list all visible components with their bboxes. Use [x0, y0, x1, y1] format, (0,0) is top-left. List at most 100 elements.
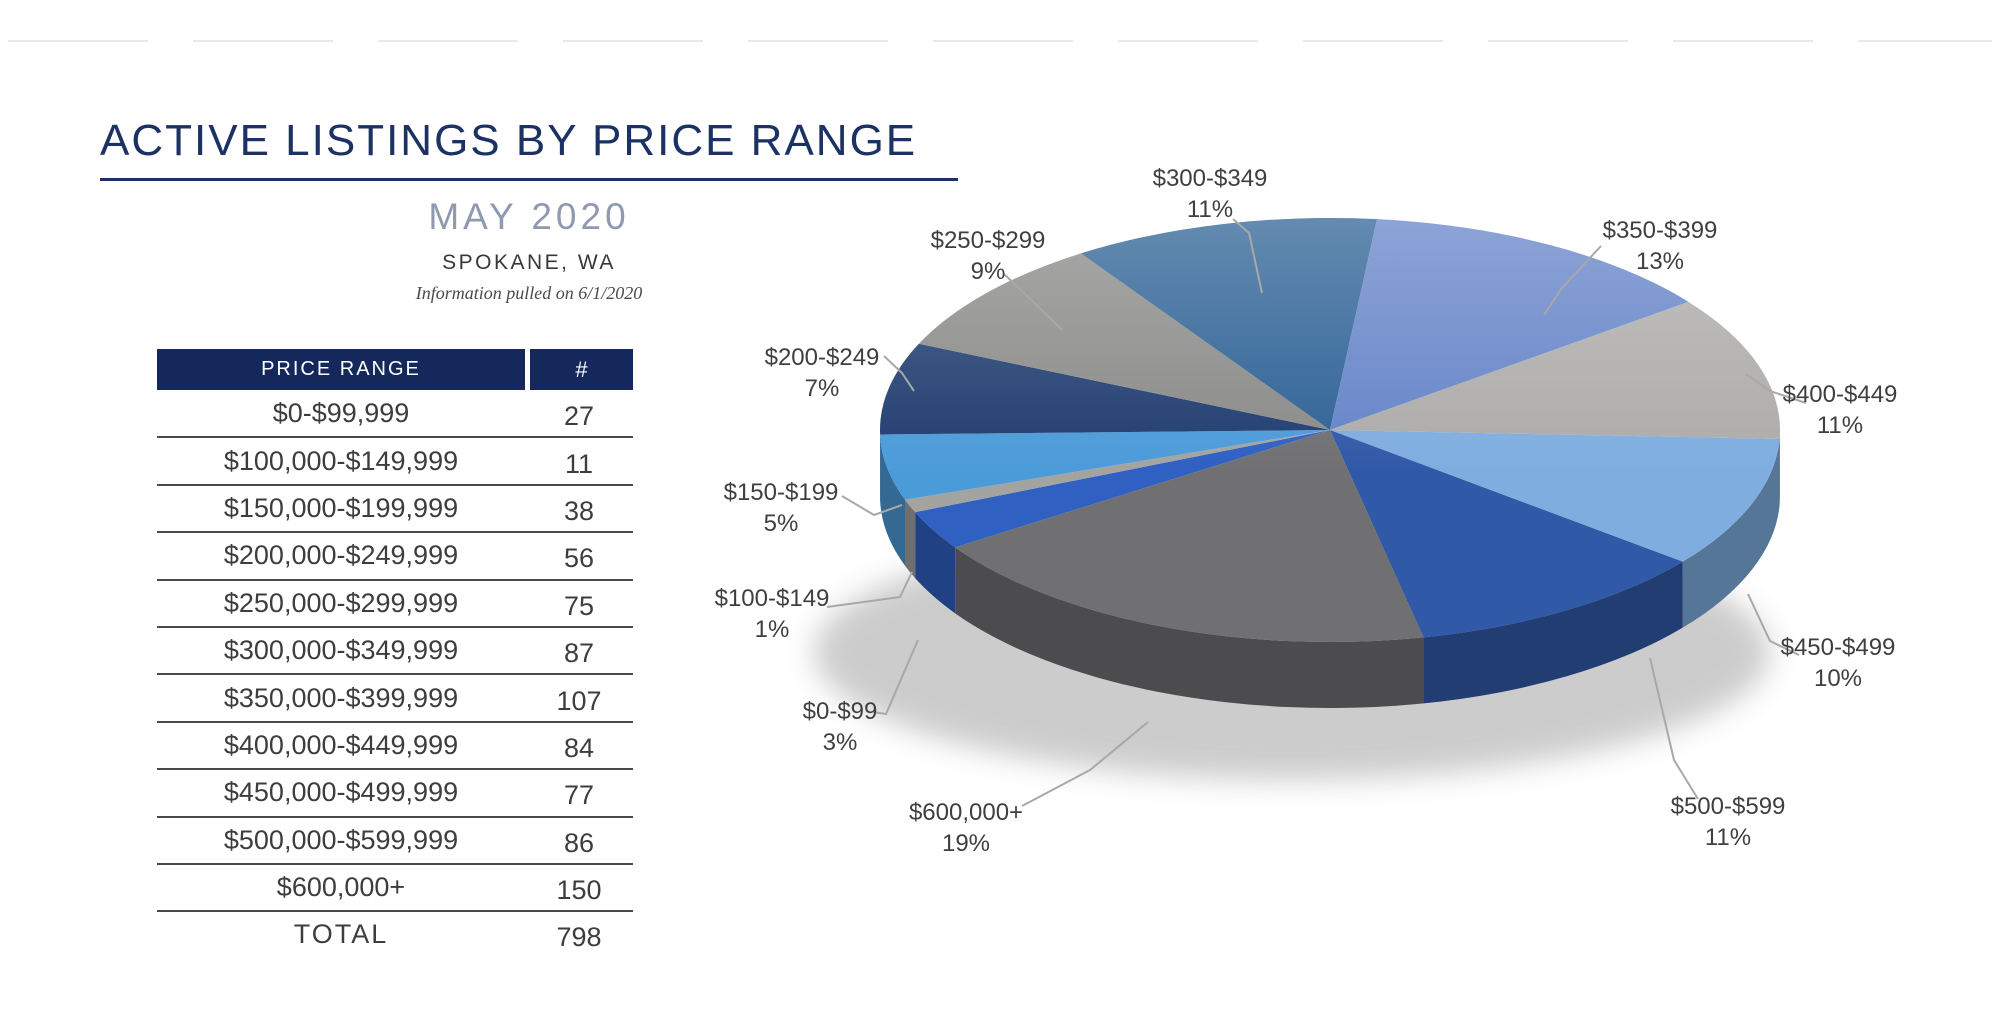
listings-table: PRICE RANGE # $0-$99,999 27 $100,000-$149,… — [157, 349, 633, 958]
price-range-cell: $500,000-$599,999 — [223, 824, 459, 855]
count-cell: 86 — [563, 827, 595, 858]
table-row: $450,000-$499,999 77 — [157, 770, 633, 818]
price-range-cell: $300,000-$349,999 — [223, 635, 459, 666]
pie-label-range: $150-$199 — [723, 479, 839, 506]
price-range-cell: $450,000-$499,999 — [223, 777, 459, 808]
table-body: $0-$99,999 27 $100,000-$149,999 11 $150,000-… — [157, 391, 633, 958]
price-range-cell: $100,000-$149,999 — [223, 445, 459, 476]
count-cell: 27 — [563, 401, 595, 432]
count-cell: 38 — [563, 495, 595, 526]
pie-label-pct: 9% — [970, 258, 1006, 285]
scan-artifact-line — [8, 40, 1992, 42]
pie-slice-side-0 — [915, 512, 956, 614]
pie-label-pct: 19% — [941, 830, 991, 857]
pie-label-range: $600,000+ — [908, 799, 1024, 826]
pie-label-pct: 11% — [1186, 196, 1234, 223]
pie-slice-side-2 — [880, 434, 906, 566]
pie-label-pct: 13% — [1635, 248, 1685, 275]
table-row: $150,000-$199,999 38 — [157, 486, 633, 534]
label-leader-line — [841, 495, 903, 516]
pie-slice-side-8 — [1682, 438, 1780, 628]
pie-sheen-overlay — [880, 218, 1780, 642]
pie-slice-side-10 — [955, 547, 1424, 709]
count-cell: 77 — [563, 780, 595, 811]
table-total-row: TOTAL 798 — [157, 912, 633, 957]
pie-label-range: $450-$499 — [1780, 634, 1896, 661]
label-leader-line — [1543, 245, 1602, 316]
pie-label-pct: 5% — [763, 510, 799, 537]
pie-label-range: $200-$249 — [764, 344, 880, 371]
pie-label-range: $250-$299 — [930, 227, 1046, 254]
pie-label-pct: 10% — [1813, 665, 1863, 692]
pie-label-pct: 7% — [804, 375, 840, 402]
table-row: $400,000-$449,999 84 — [157, 723, 633, 771]
label-leader-line — [883, 355, 915, 392]
label-leader-line — [1745, 373, 1807, 404]
table-row: $0-$99,999 27 — [157, 391, 633, 439]
page-title: ACTIVE LISTINGS BY PRICE RANGE — [100, 116, 918, 165]
count-cell: 56 — [563, 543, 595, 574]
table-row: $350,000-$399,999 107 — [157, 675, 633, 723]
pie-label-pct: 11% — [1816, 412, 1864, 439]
label-leader-line — [1232, 218, 1263, 294]
label-leader-line — [1747, 593, 1800, 656]
report-month: MAY 2020 — [428, 196, 630, 237]
pie-label: $200-$249 7% — [712, 342, 932, 404]
table-row: $500,000-$599,999 86 — [157, 818, 633, 865]
total-label: TOTAL — [293, 919, 389, 950]
pie-label: $400-$449 11% — [1730, 379, 1950, 441]
pie-label: $0-$99 3% — [730, 696, 950, 758]
pie-label-range: $500-$599 — [1670, 793, 1786, 820]
pie-label-pct: 1% — [754, 616, 790, 643]
table-row: $600,000+ 150 — [157, 865, 633, 913]
pie-label-range: $0-$99 — [802, 698, 878, 725]
count-cell: 87 — [563, 638, 595, 669]
pie-label: $250-$299 9% — [878, 225, 1098, 287]
label-leader-line — [826, 571, 913, 608]
pie-label: $600,000+ 19% — [856, 797, 1076, 859]
price-range-cell: $150,000-$199,999 — [223, 492, 459, 523]
pie-label: $450-$499 10% — [1728, 632, 1948, 694]
pie-label-range: $400-$449 — [1782, 381, 1898, 408]
total-value: 798 — [556, 922, 602, 953]
count-cell: 150 — [556, 875, 602, 906]
price-range-cell: $400,000-$449,999 — [223, 729, 459, 760]
report-location: SPOKANE, WA — [442, 251, 616, 274]
table-header-row: PRICE RANGE # — [157, 349, 633, 390]
pie-label: $300-$349 11% — [1100, 163, 1320, 225]
pie-label-range: $350-$399 — [1602, 217, 1718, 244]
count-cell: 11 — [564, 448, 594, 479]
table-row: $300,000-$349,999 87 — [157, 628, 633, 676]
pie-label-pct: 3% — [822, 729, 858, 756]
label-leader-line — [1021, 721, 1149, 807]
price-range-cell: $250,000-$299,999 — [223, 587, 459, 618]
pie-label-pct: 11% — [1704, 824, 1752, 851]
pie-label: $100-$149 1% — [662, 583, 882, 645]
count-cell: 84 — [563, 732, 595, 763]
table-row: $100,000-$149,999 11 — [157, 438, 633, 486]
subtitle-block: MAY 2020 SPOKANE, WA Information pulled … — [100, 196, 958, 304]
label-leader-line — [872, 639, 919, 715]
price-range-cell: $600,000+ — [276, 872, 406, 903]
count-cell: 107 — [556, 685, 602, 716]
label-leader-line — [1003, 273, 1063, 331]
price-range-cell: $200,000-$249,999 — [223, 540, 459, 571]
pie-label-range: $300-$349 — [1152, 165, 1268, 192]
pie-slice-side-9 — [1423, 561, 1683, 704]
table-row: $250,000-$299,999 75 — [157, 581, 633, 628]
table-header-price-range: PRICE RANGE — [157, 349, 525, 390]
pie-label: $500-$599 11% — [1618, 791, 1838, 853]
pie-label: $150-$199 5% — [671, 477, 891, 539]
price-range-cell: $0-$99,999 — [272, 398, 410, 429]
report-note: Information pulled on 6/1/2020 — [415, 283, 643, 303]
label-leader-line — [1649, 657, 1699, 800]
pie-slice-side-1 — [905, 499, 916, 579]
table-row: $200,000-$249,999 56 — [157, 533, 633, 581]
title-underline — [100, 178, 958, 181]
price-range-cell: $350,000-$399,999 — [223, 682, 459, 713]
pie-label-range: $100-$149 — [714, 585, 830, 612]
pie-label: $350-$399 13% — [1550, 215, 1770, 277]
count-cell: 75 — [563, 590, 595, 621]
